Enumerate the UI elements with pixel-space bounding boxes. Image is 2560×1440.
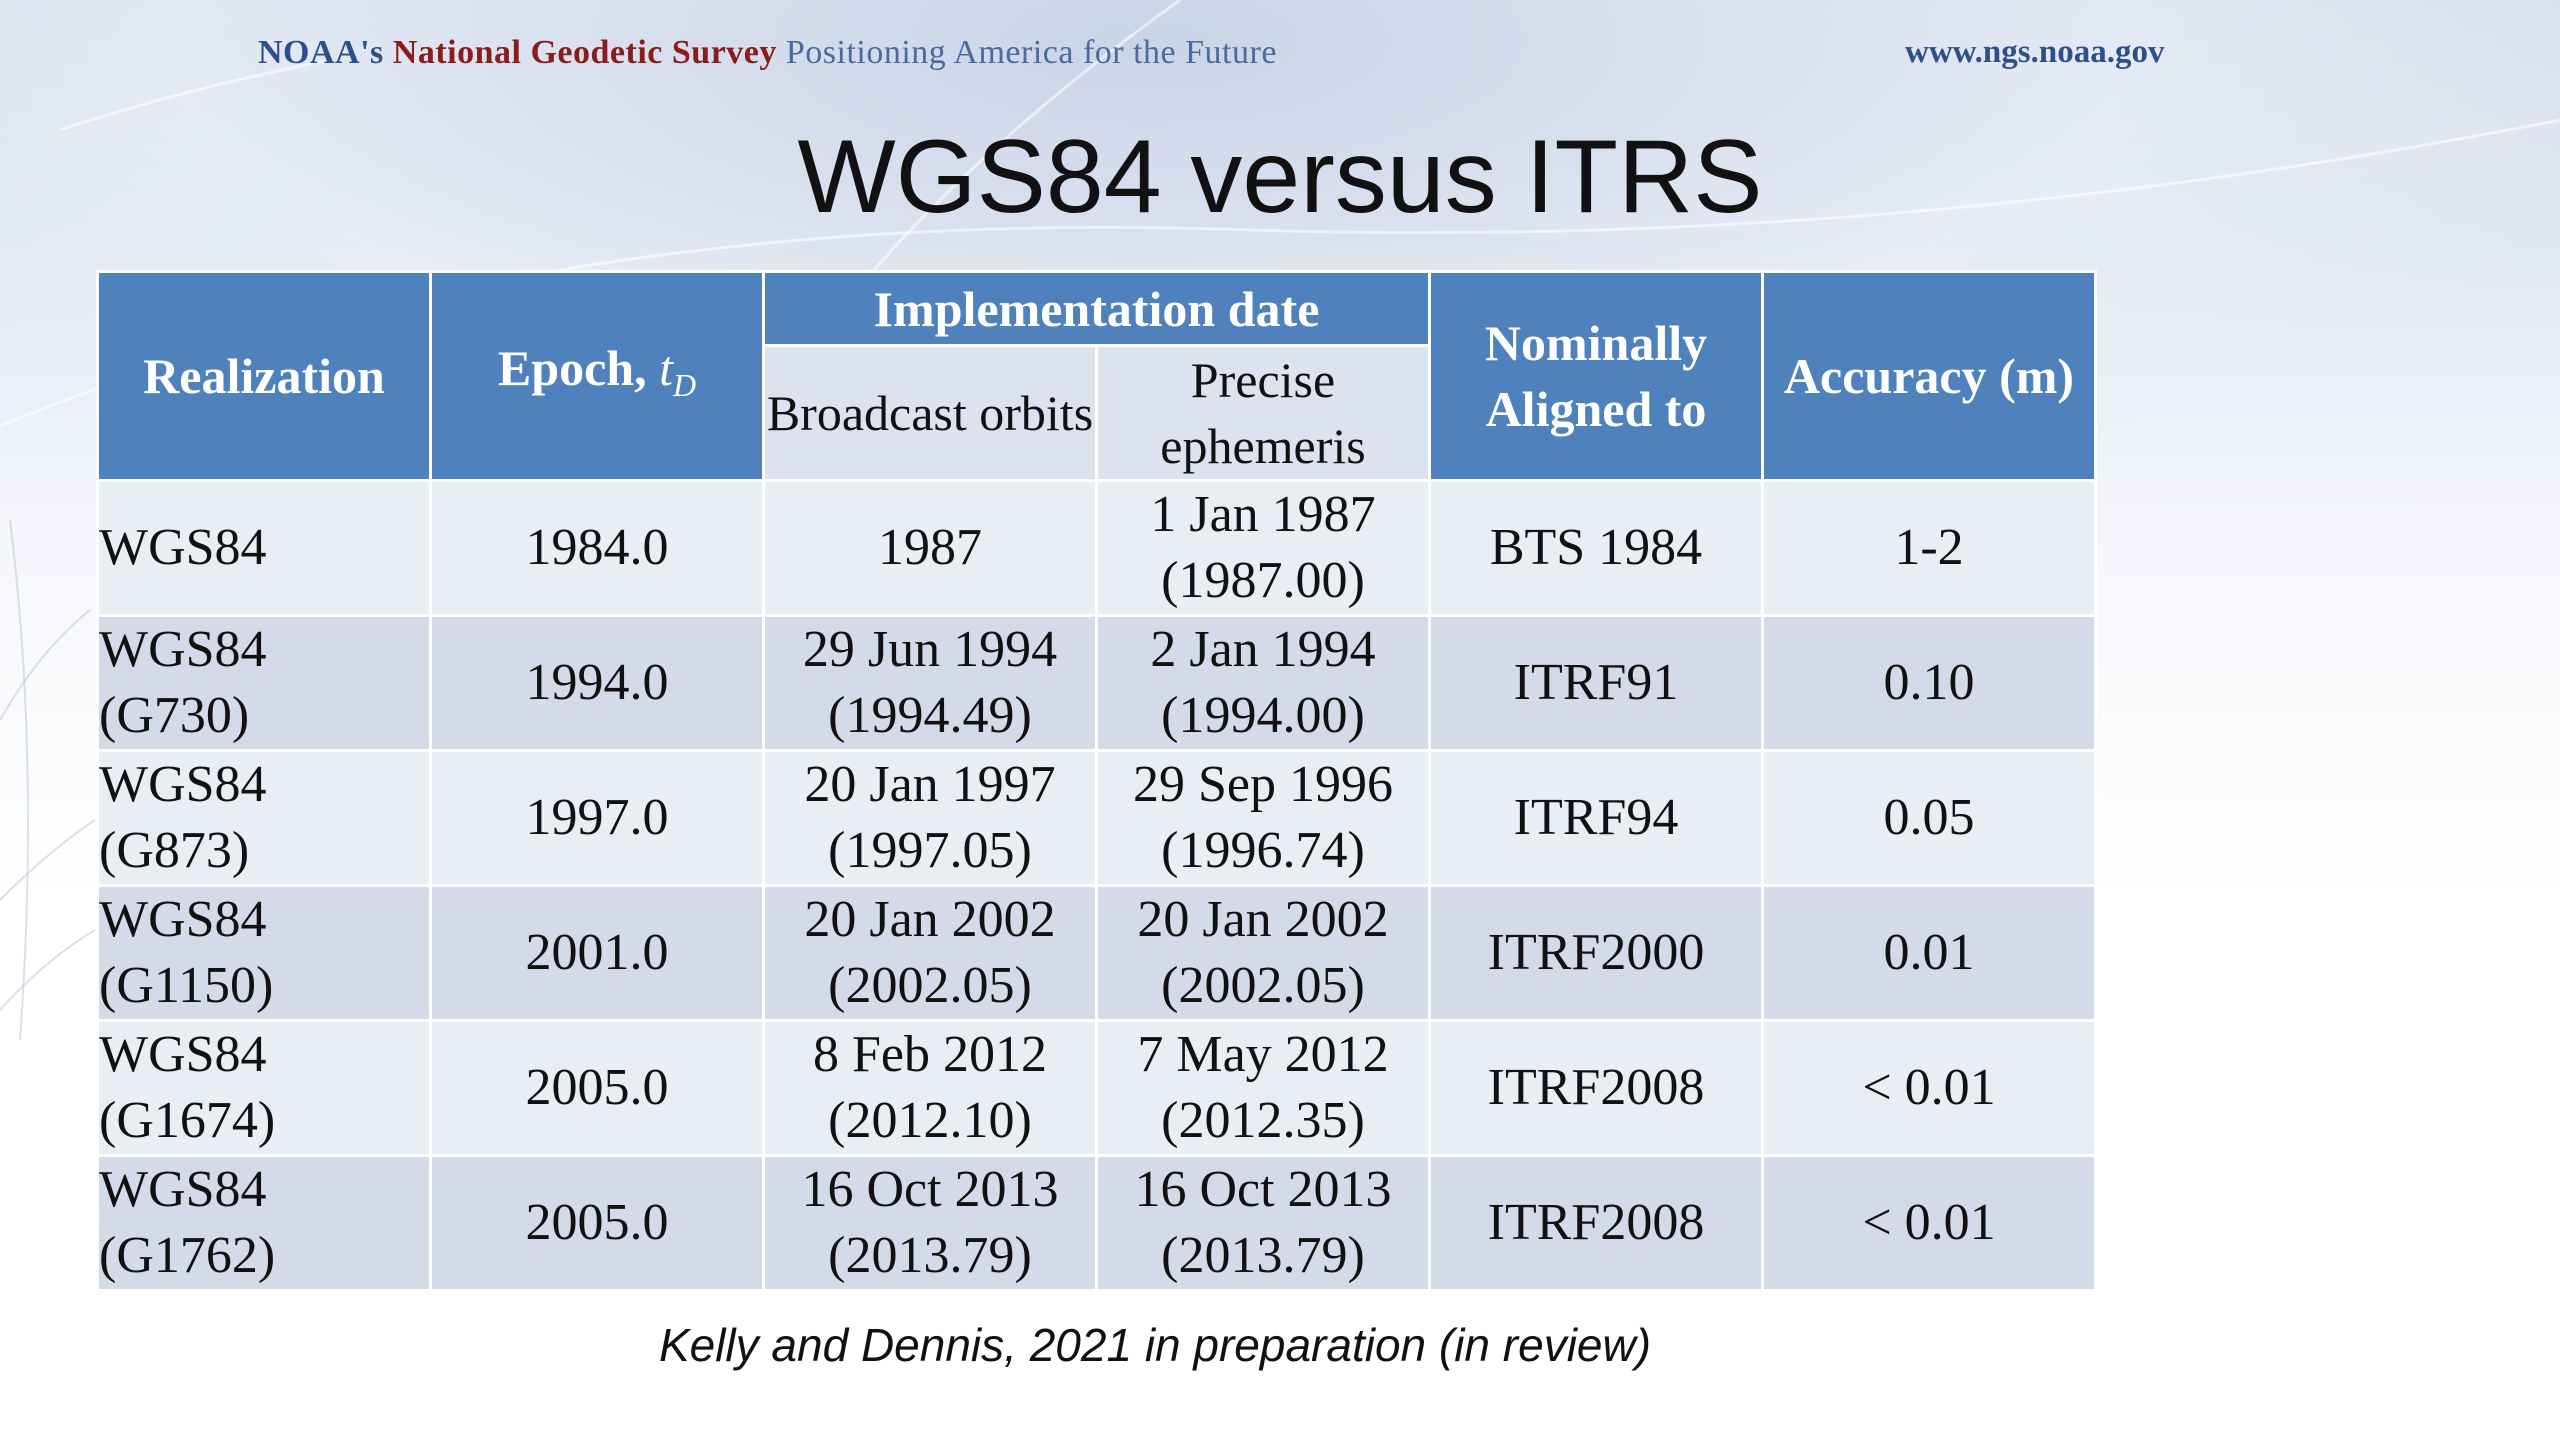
- cell-broadcast: 29 Jun 1994 (1994.49): [762, 614, 1098, 752]
- cell-realization: WGS84 (G1674): [96, 1019, 432, 1157]
- cell-realization: WGS84 (G1762): [96, 1154, 432, 1292]
- header-nominally-aligned: Nominally Aligned to: [1428, 270, 1764, 482]
- wgs84-realizations-table: Realization Epoch, tD Implementation dat…: [96, 270, 2430, 1292]
- cell-aligned: ITRF2008: [1428, 1019, 1764, 1157]
- table-row: WGS84 (G730) 1994.0 29 Jun 1994 (1994.49)…: [96, 614, 2429, 752]
- slide-title: WGS84 versus ITRS: [797, 119, 1763, 235]
- cell-precise: 2 Jan 1994 (1994.00): [1095, 614, 1431, 752]
- cell-realization: WGS84 (G873): [96, 749, 432, 887]
- cell-broadcast: 1987: [762, 479, 1098, 617]
- cell-accuracy: 1-2: [1761, 479, 2097, 617]
- cell-aligned: ITRF2000: [1428, 884, 1764, 1022]
- header-realization: Realization: [96, 270, 432, 482]
- cell-epoch: 1984.0: [429, 479, 765, 617]
- header-accuracy: Accuracy (m): [1761, 270, 2097, 482]
- cell-realization: WGS84 (G1150): [96, 884, 432, 1022]
- table-row: WGS84 (G1674) 2005.0 8 Feb 2012 (2012.10)…: [96, 1019, 2429, 1157]
- cell-broadcast: 16 Oct 2013 (2013.79): [762, 1154, 1098, 1292]
- cell-accuracy: 0.05: [1761, 749, 2097, 887]
- cell-epoch: 2005.0: [429, 1019, 765, 1157]
- cell-broadcast: 8 Feb 2012 (2012.10): [762, 1019, 1098, 1157]
- website-url: www.ngs.noaa.gov: [1905, 34, 2165, 70]
- cell-accuracy: 0.10: [1761, 614, 2097, 752]
- citation-caption: Kelly and Dennis, 2021 in preparation (i…: [658, 1319, 1652, 1371]
- cell-epoch: 2001.0: [429, 884, 765, 1022]
- cell-accuracy: 0.01: [1761, 884, 2097, 1022]
- table-row: WGS84 (G1150) 2001.0 20 Jan 2002 (2002.05…: [96, 884, 2429, 1022]
- cell-aligned: ITRF94: [1428, 749, 1764, 887]
- header-implementation-date: Implementation date: [762, 270, 1431, 347]
- org-header: NOAA's National Geodetic Survey Position…: [258, 34, 1277, 72]
- table-row: WGS84 (G1762) 2005.0 16 Oct 2013 (2013.79…: [96, 1154, 2429, 1292]
- org-tagline: Positioning America for the Future: [785, 34, 1277, 71]
- cell-aligned: BTS 1984: [1428, 479, 1764, 617]
- cell-precise: 1 Jan 1987 (1987.00): [1095, 479, 1431, 617]
- header-broadcast-orbits: Broadcast orbits: [762, 344, 1098, 482]
- cell-broadcast: 20 Jan 2002 (2002.05): [762, 884, 1098, 1022]
- cell-aligned: ITRF2008: [1428, 1154, 1764, 1292]
- cell-epoch: 1994.0: [429, 614, 765, 752]
- cell-accuracy: < 0.01: [1761, 1019, 2097, 1157]
- cell-precise: 7 May 2012 (2012.35): [1095, 1019, 1431, 1157]
- table-row: WGS84 (G873) 1997.0 20 Jan 1997 (1997.05)…: [96, 749, 2429, 887]
- cell-precise: 20 Jan 2002 (2002.05): [1095, 884, 1431, 1022]
- header-epoch: Epoch, tD: [429, 270, 765, 482]
- cell-realization: WGS84 (G730): [96, 614, 432, 752]
- org-name: National Geodetic Survey: [392, 34, 777, 71]
- cell-precise: 16 Oct 2013 (2013.79): [1095, 1154, 1431, 1292]
- cell-epoch: 2005.0: [429, 1154, 765, 1292]
- cell-epoch: 1997.0: [429, 749, 765, 887]
- org-prefix: NOAA's: [258, 34, 384, 71]
- table-header-row: Realization Epoch, tD Implementation dat…: [96, 270, 2429, 482]
- cell-aligned: ITRF91: [1428, 614, 1764, 752]
- cell-broadcast: 20 Jan 1997 (1997.05): [762, 749, 1098, 887]
- cell-accuracy: < 0.01: [1761, 1154, 2097, 1292]
- header-precise-ephemeris: Precise ephemeris: [1095, 344, 1431, 482]
- table-row: WGS84 1984.0 1987 1 Jan 1987 (1987.00) BT…: [96, 479, 2429, 617]
- cell-realization: WGS84: [96, 479, 432, 617]
- table-subheader-row: Broadcast orbits Precise ephemeris: [98, 344, 2429, 482]
- cell-precise: 29 Sep 1996 (1996.74): [1095, 749, 1431, 887]
